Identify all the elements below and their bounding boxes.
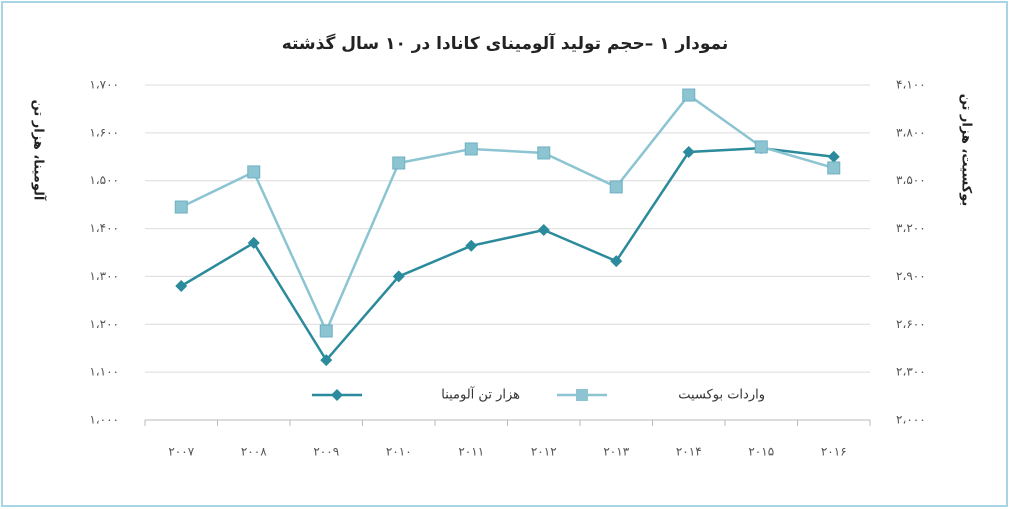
data-point bbox=[319, 324, 333, 338]
y-tick-label: ۱،۱۰۰ bbox=[89, 365, 119, 379]
legend-label: واردات بوکسیت bbox=[678, 388, 765, 403]
x-tick-label: ۲۰۰۹ bbox=[313, 445, 339, 459]
x-tick-label: ۲۰۱۵ bbox=[748, 445, 774, 459]
x-tick-label: ۲۰۱۲ bbox=[531, 445, 557, 459]
x-tick-label: ۲۰۱۱ bbox=[458, 445, 484, 459]
data-point bbox=[610, 255, 623, 268]
x-tick-label: ۲۰۰۸ bbox=[241, 445, 267, 459]
x-tick-label: ۲۰۱۰ bbox=[386, 445, 412, 459]
y2-axis-title: بوکسیت، هزار تن bbox=[959, 94, 974, 207]
x-tick-label: ۲۰۰۷ bbox=[168, 445, 194, 459]
data-point bbox=[392, 156, 406, 170]
data-point bbox=[682, 146, 695, 158]
data-point bbox=[174, 200, 188, 214]
x-tick-label: ۲۰۱۴ bbox=[676, 445, 702, 459]
data-point bbox=[464, 142, 478, 156]
legend-marker bbox=[331, 389, 343, 401]
y-tick-label: ۱،۴۰۰ bbox=[89, 221, 119, 235]
data-point bbox=[827, 150, 840, 163]
y-axis-title: آلومینا، هزار تن bbox=[31, 100, 48, 201]
chart-title: نمودار ۱ –حجم تولید آلومینای کانادا در ۱… bbox=[282, 32, 729, 54]
data-point bbox=[247, 165, 261, 179]
data-point bbox=[465, 239, 478, 252]
data-point bbox=[175, 280, 188, 292]
data-point bbox=[247, 236, 260, 249]
y2-tick-label: ۲،۰۰۰ bbox=[896, 413, 926, 427]
x-tick-label: ۲۰۱۶ bbox=[821, 445, 847, 459]
data-point bbox=[320, 354, 333, 367]
y2-tick-label: ۳،۵۰۰ bbox=[896, 173, 926, 187]
legend-marker bbox=[576, 389, 588, 401]
data-point bbox=[827, 161, 841, 175]
y2-tick-label: ۳،۲۰۰ bbox=[896, 221, 926, 235]
y2-tick-label: ۴،۱۰۰ bbox=[896, 78, 926, 92]
x-tick-label: ۲۰۱۳ bbox=[603, 445, 629, 459]
y-tick-label: ۱،۶۰۰ bbox=[89, 125, 119, 139]
data-point bbox=[682, 88, 696, 102]
y-tick-label: ۱،۳۰۰ bbox=[89, 269, 119, 283]
y-tick-label: ۱،۰۰۰ bbox=[89, 413, 119, 427]
y2-tick-label: ۲،۶۰۰ bbox=[896, 317, 926, 331]
y2-tick-label: ۲،۹۰۰ bbox=[896, 269, 926, 283]
data-point bbox=[537, 146, 551, 160]
y-tick-label: ۱،۲۰۰ bbox=[89, 317, 119, 331]
y-tick-label: ۱،۷۰۰ bbox=[89, 78, 119, 92]
y-tick-label: ۱،۵۰۰ bbox=[89, 173, 119, 187]
series-line bbox=[180, 93, 835, 335]
legend-label: هزار تن آلومینا bbox=[441, 386, 520, 403]
series-line bbox=[180, 146, 834, 363]
y2-tick-label: ۲،۳۰۰ bbox=[896, 365, 926, 379]
data-point bbox=[392, 270, 405, 283]
data-point bbox=[754, 140, 768, 154]
data-point bbox=[609, 180, 623, 194]
data-point bbox=[537, 224, 550, 237]
y2-tick-label: ۳،۸۰۰ bbox=[896, 125, 926, 139]
